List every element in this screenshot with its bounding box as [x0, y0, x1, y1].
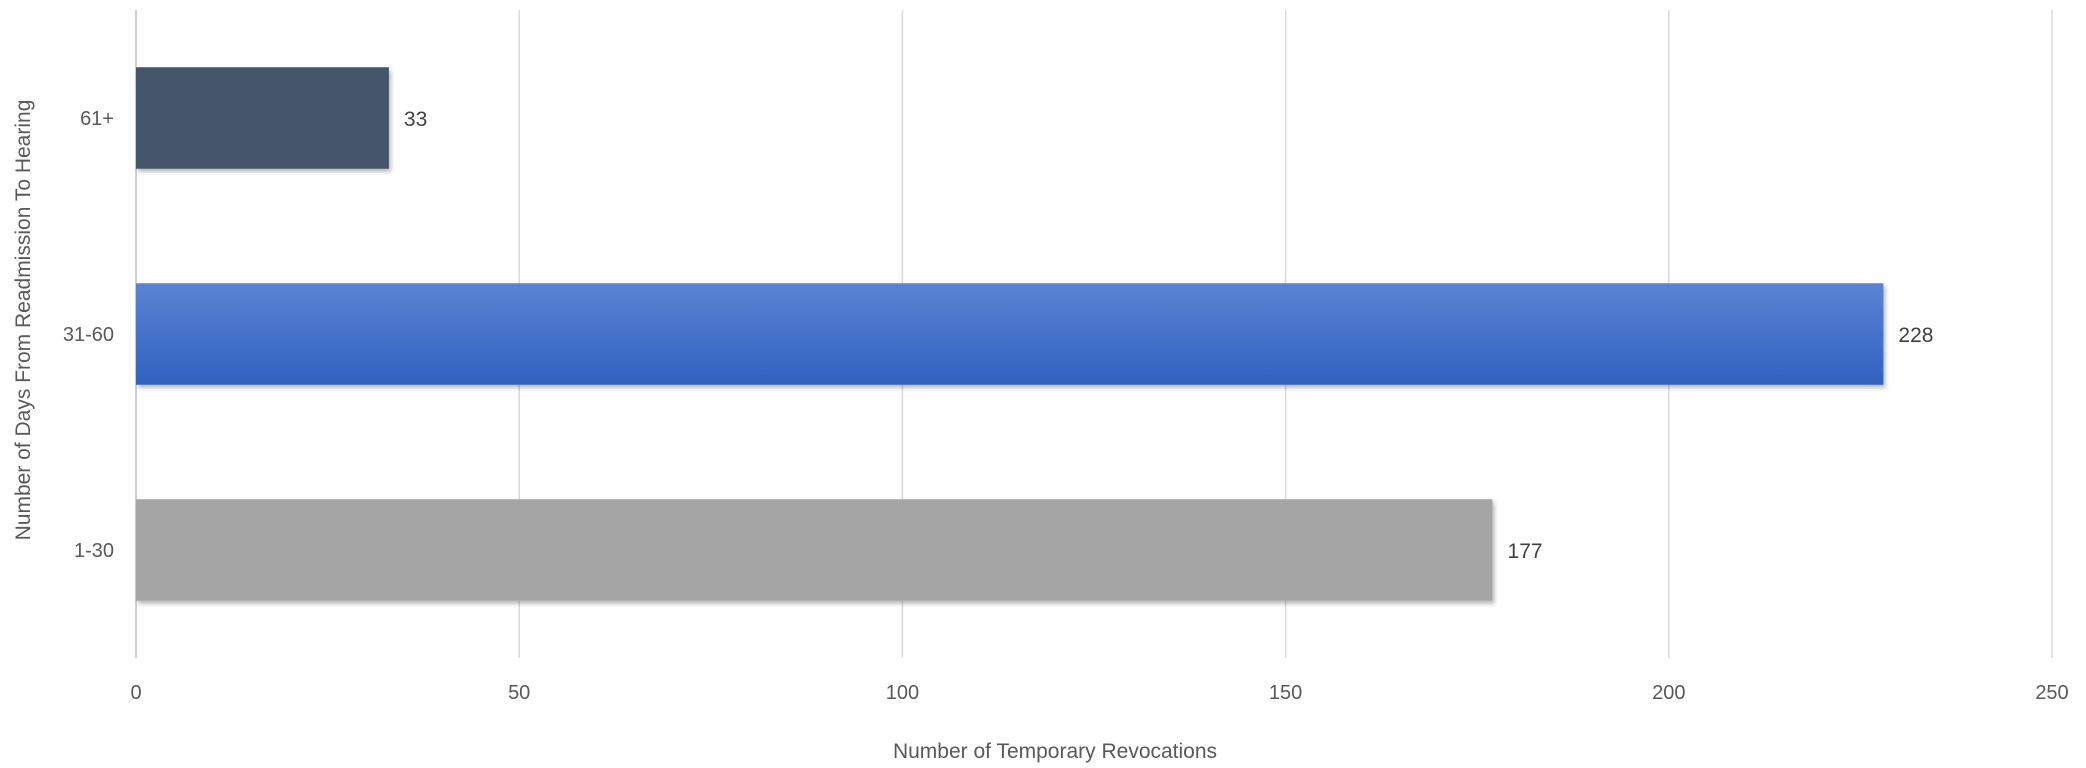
y-category-label: 61+: [80, 108, 114, 130]
data-label-31-60: 228: [1898, 324, 1933, 347]
data-label-1-30: 177: [1508, 540, 1543, 563]
labels: 0 50 100 150 200 250 177 1-30 228 31-60 33 61+: [63, 108, 2069, 704]
x-tick-label: 150: [1269, 682, 1302, 704]
y-axis-title: Number of Days From Readmission To Heari…: [12, 100, 35, 541]
bar-31-60: [136, 283, 1884, 385]
bar-61+: [136, 67, 389, 169]
x-tick-label: 0: [130, 682, 141, 704]
x-axis-title: Number of Temporary Revocations: [893, 740, 1217, 763]
bars: [136, 67, 1884, 601]
x-tick-label: 100: [886, 682, 919, 704]
x-tick-label: 200: [1652, 682, 1685, 704]
x-tick-label: 50: [508, 682, 530, 704]
data-label-61+: 33: [404, 108, 427, 131]
bar-1-30: [136, 499, 1493, 601]
y-category-label: 1-30: [74, 540, 114, 562]
y-category-label: 31-60: [63, 324, 114, 346]
x-tick-label: 250: [2035, 682, 2068, 704]
